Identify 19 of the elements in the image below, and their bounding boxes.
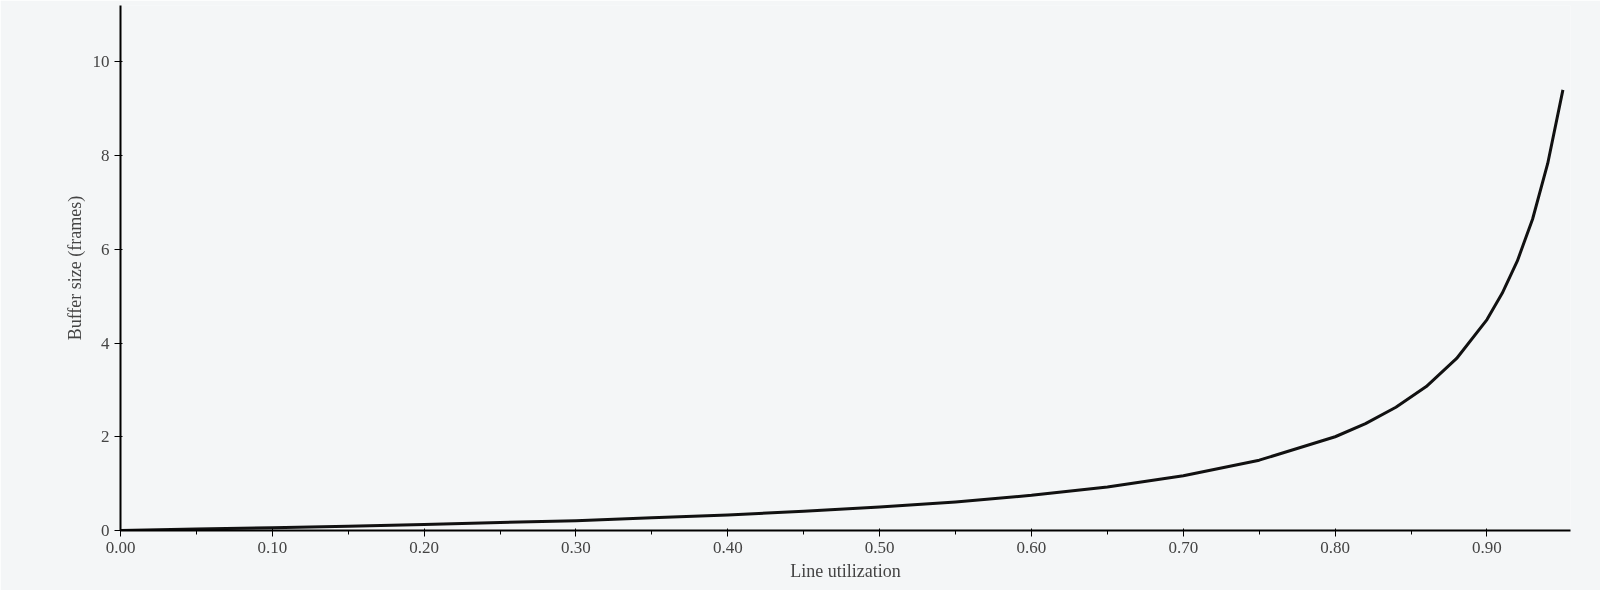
x-tick-label: 0.50 (864, 537, 895, 557)
x-tick-label: 0.10 (257, 537, 288, 557)
x-tick-label: 0.00 (105, 537, 136, 557)
x-tick-label: 0.30 (561, 537, 591, 557)
x-tick-label: 0.70 (1168, 537, 1199, 557)
y-tick-label: 2 (101, 427, 110, 447)
x-tick-label: 0.40 (712, 537, 743, 557)
y-tick-label: 10 (92, 52, 110, 72)
x-axis-title: Line utilization (790, 560, 901, 581)
x-tick-label: 0.90 (1472, 537, 1502, 557)
y-axis-title: Buffer size (frames) (64, 195, 86, 341)
y-tick-label: 0 (101, 521, 110, 540)
x-tick-label: 0.60 (1016, 537, 1047, 557)
y-tick-label: 8 (101, 146, 110, 165)
y-tick-label: 4 (101, 333, 110, 353)
line-series (120, 88, 1565, 531)
x-tick-label: 0.20 (409, 537, 440, 557)
x-tick-label: 0.80 (1320, 537, 1351, 557)
y-tick-label: 6 (101, 239, 110, 259)
